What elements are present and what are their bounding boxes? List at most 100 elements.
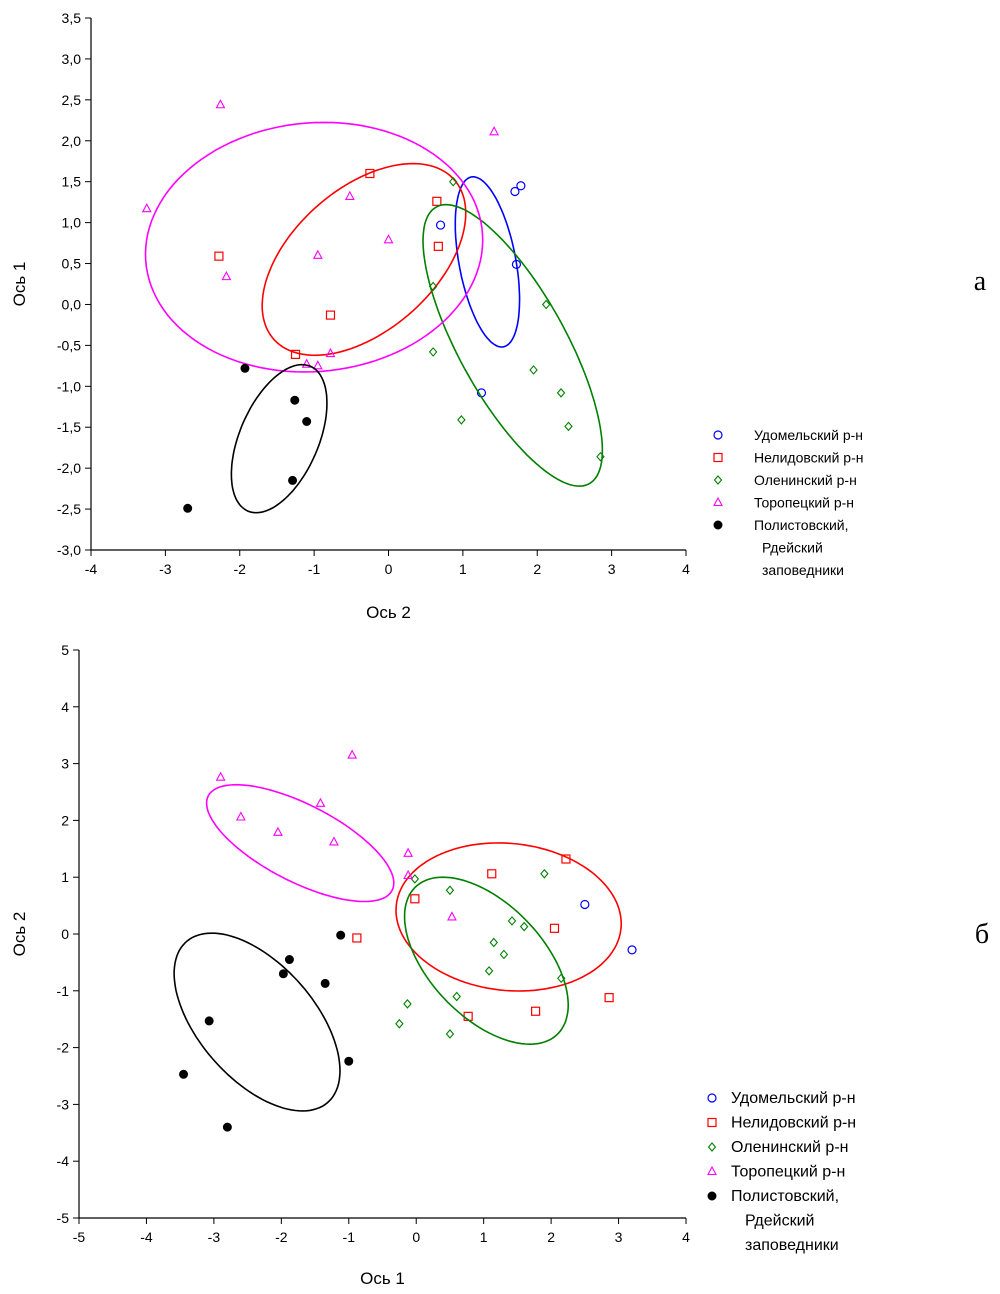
data-point [457, 415, 466, 425]
data-point [235, 811, 246, 821]
legend-marker [713, 520, 723, 530]
y-tick-label: -2,5 [57, 501, 81, 517]
data-point [435, 220, 446, 230]
y-tick-label: 3,5 [62, 10, 82, 26]
legend-entry: Нелидовский р-н [731, 1115, 856, 1132]
legend-marker [713, 452, 723, 463]
data-point [596, 451, 605, 462]
series-2 [395, 868, 569, 1046]
data-point [325, 347, 336, 358]
data-point [179, 1069, 189, 1079]
series-2 [422, 176, 605, 487]
data-point [510, 186, 520, 197]
y-tick-label: 2 [61, 812, 69, 828]
data-point [447, 911, 457, 921]
y-tick-label: -2 [57, 1040, 70, 1056]
data-point [215, 99, 226, 109]
data-point [564, 421, 573, 432]
data-point [530, 1006, 541, 1016]
confidence-ellipse [395, 842, 622, 992]
legend-marker [707, 1165, 717, 1176]
data-point [290, 395, 300, 405]
x-tick-label: 1 [459, 561, 467, 577]
data-point [284, 955, 294, 965]
x-tick-label: -4 [140, 1229, 153, 1245]
data-point [484, 966, 494, 976]
data-point [549, 923, 560, 933]
data-point [325, 310, 336, 320]
x-tick-label: 2 [547, 1229, 555, 1245]
legend-marker [707, 1117, 717, 1128]
data-point [448, 176, 458, 187]
data-point [312, 249, 323, 259]
legend-entry: Полистовский, [754, 517, 849, 533]
x-tick-label: 0 [412, 1229, 420, 1245]
x-tick-label: 2 [533, 561, 541, 577]
data-point [540, 868, 549, 879]
y-tick-label: 1 [61, 869, 69, 885]
x-axis-label: Ось 1 [360, 1269, 405, 1288]
data-point [395, 1018, 404, 1029]
legend-entry: Удомельский р-н [731, 1090, 856, 1107]
data-point [428, 281, 438, 292]
confidence-ellipse [230, 363, 328, 514]
data-point [556, 973, 566, 984]
data-point [541, 299, 551, 310]
y-tick-label: 1,0 [62, 215, 82, 231]
legend-marker [707, 1093, 717, 1103]
x-tick-label: 3 [615, 1229, 623, 1245]
data-point [519, 921, 529, 932]
data-point [336, 930, 346, 940]
x-tick-label: -4 [85, 561, 98, 577]
data-point [329, 836, 339, 846]
y-tick-label: 1,5 [62, 174, 82, 190]
x-tick-label: -1 [343, 1229, 356, 1245]
legend-marker [713, 475, 723, 485]
data-point [383, 234, 394, 244]
confidence-ellipse [454, 176, 521, 348]
x-tick-label: 1 [480, 1229, 488, 1245]
data-point [273, 826, 283, 836]
series-0 [580, 899, 637, 955]
legend-entry: Полистовский, [731, 1188, 839, 1205]
legend-entry: Торопецкий р-н [731, 1164, 845, 1181]
y-tick-label: 2,5 [62, 92, 82, 108]
data-point [403, 869, 414, 880]
data-point [214, 251, 224, 261]
x-tick-label: -3 [208, 1229, 221, 1245]
panel-letter: б [975, 919, 989, 950]
legend-entry-continuation: заповедники [745, 1237, 839, 1254]
data-point [347, 749, 358, 759]
data-point [487, 869, 497, 879]
y-tick-label: 0,5 [62, 256, 82, 272]
series-0 [435, 176, 526, 398]
legend-marker [713, 496, 723, 507]
confidence-ellipse [144, 121, 484, 373]
data-point [344, 1056, 354, 1066]
x-tick-label: 3 [608, 561, 616, 577]
series-3 [141, 99, 500, 373]
series-1 [214, 162, 467, 359]
x-tick-label: -2 [234, 561, 247, 577]
data-point [432, 196, 442, 206]
data-point [445, 1029, 455, 1039]
data-point [452, 991, 461, 1002]
y-tick-label: -3 [57, 1096, 70, 1112]
data-point [489, 126, 500, 136]
x-tick-label: 4 [682, 561, 690, 577]
series-4 [173, 930, 354, 1132]
confidence-ellipse [403, 876, 569, 1046]
y-tick-label: 5 [61, 642, 69, 658]
data-point [516, 181, 526, 191]
legend: Удомельский р-н Нелидовский р-н Оленинский… [707, 1090, 856, 1254]
legend-entry: Нелидовский р-н [754, 450, 864, 466]
data-point [445, 885, 455, 896]
data-point [499, 949, 509, 960]
legend-entry: Оленинский р-н [754, 472, 857, 488]
series-4 [183, 363, 328, 514]
legend-entry-continuation: заповедники [762, 562, 844, 578]
legend-marker [713, 430, 723, 440]
data-point [556, 388, 566, 398]
y-tick-label: -0,5 [57, 337, 81, 353]
data-point [604, 993, 614, 1003]
